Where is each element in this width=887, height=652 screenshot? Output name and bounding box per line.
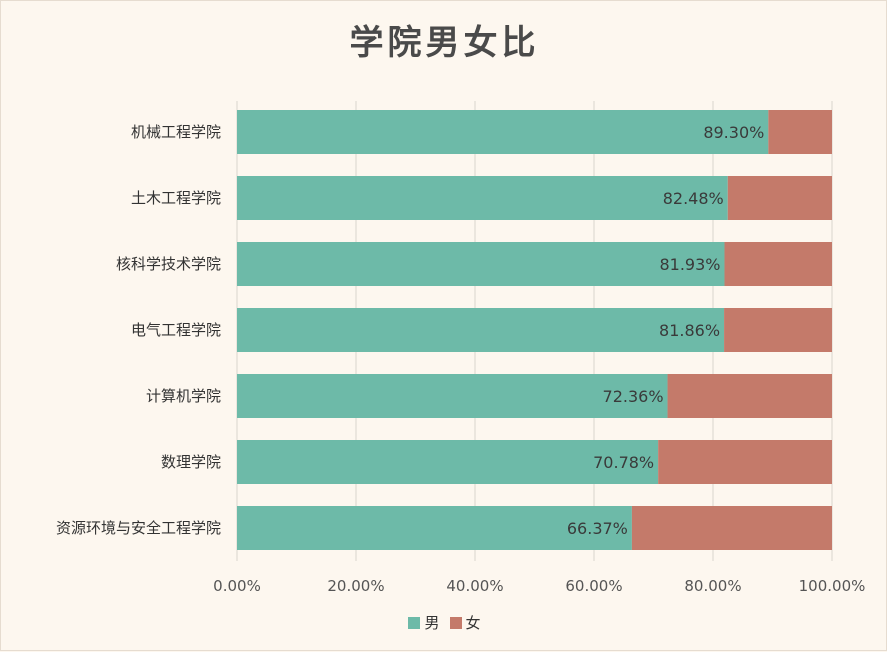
data-label-0: 89.30% bbox=[703, 123, 764, 142]
data-label-6: 66.37% bbox=[567, 519, 628, 538]
legend-item-male: 男 bbox=[408, 612, 440, 633]
legend-label-male: 男 bbox=[424, 614, 440, 632]
category-label-1: 土木工程学院 bbox=[131, 189, 221, 207]
data-label-3: 81.86% bbox=[659, 321, 720, 340]
x-tick-label-1: 20.00% bbox=[327, 577, 384, 595]
legend-swatch-male bbox=[408, 616, 421, 629]
bar-female-0 bbox=[768, 110, 832, 154]
legend-label-female: 女 bbox=[465, 614, 481, 632]
legend-swatch-female bbox=[449, 616, 462, 629]
bar-female-5 bbox=[658, 440, 832, 484]
category-label-3: 电气工程学院 bbox=[131, 321, 221, 339]
x-tick-label-2: 40.00% bbox=[446, 577, 503, 595]
bar-male-0 bbox=[237, 110, 769, 154]
x-tick-label-5: 100.00% bbox=[799, 577, 866, 595]
bar-female-1 bbox=[727, 176, 832, 220]
bar-male-3 bbox=[237, 308, 725, 352]
legend-item-female: 女 bbox=[449, 612, 481, 633]
bar-male-4 bbox=[237, 374, 668, 418]
category-label-5: 数理学院 bbox=[161, 453, 221, 471]
bar-female-4 bbox=[667, 374, 832, 418]
category-label-2: 核科学技术学院 bbox=[116, 255, 221, 273]
category-label-4: 计算机学院 bbox=[146, 387, 221, 405]
data-label-4: 72.36% bbox=[603, 387, 664, 406]
bar-male-5 bbox=[237, 440, 659, 484]
bar-male-2 bbox=[237, 242, 725, 286]
x-tick-label-3: 60.00% bbox=[565, 577, 622, 595]
chart-title: 学院男女比 bbox=[349, 23, 540, 63]
category-label-0: 机械工程学院 bbox=[131, 123, 221, 141]
bar-female-2 bbox=[724, 242, 832, 286]
x-tick-label-4: 80.00% bbox=[684, 577, 741, 595]
category-label-6: 资源环境与安全工程学院 bbox=[56, 519, 221, 537]
data-label-2: 81.93% bbox=[659, 255, 720, 274]
data-label-1: 82.48% bbox=[663, 189, 724, 208]
bar-male-1 bbox=[237, 176, 728, 220]
x-tick-label-0: 0.00% bbox=[213, 577, 261, 595]
data-label-5: 70.78% bbox=[593, 453, 654, 472]
bar-female-6 bbox=[631, 506, 832, 550]
legend: 男 女 bbox=[1, 612, 887, 633]
bar-male-6 bbox=[237, 506, 632, 550]
bar-female-3 bbox=[724, 308, 832, 352]
